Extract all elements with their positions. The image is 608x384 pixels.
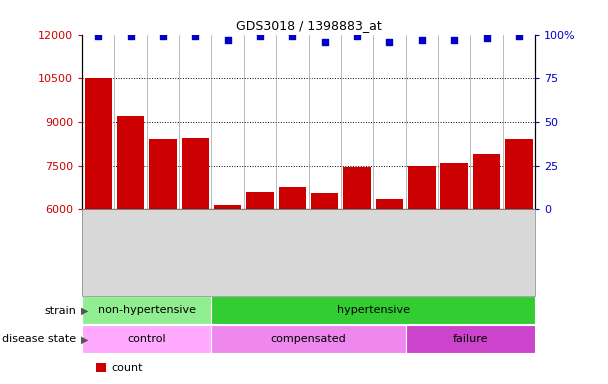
Bar xyxy=(505,139,533,209)
Bar xyxy=(149,139,177,209)
Point xyxy=(417,37,427,43)
Text: control: control xyxy=(128,334,166,344)
Bar xyxy=(117,116,144,209)
Bar xyxy=(376,199,403,209)
Bar xyxy=(214,205,241,209)
Text: hypertensive: hypertensive xyxy=(337,305,410,316)
Text: GSM178755: GSM178755 xyxy=(223,212,232,267)
Text: GSM180089: GSM180089 xyxy=(191,212,200,267)
Point xyxy=(158,33,168,40)
Bar xyxy=(406,325,535,353)
Bar xyxy=(473,154,500,209)
Bar xyxy=(82,296,212,324)
Text: GSM180082: GSM180082 xyxy=(126,212,135,267)
Text: failure: failure xyxy=(452,334,488,344)
Bar xyxy=(278,187,306,209)
Point xyxy=(482,35,491,41)
Text: strain: strain xyxy=(44,306,76,316)
Bar xyxy=(82,325,212,353)
Point xyxy=(514,33,523,40)
Text: GSM180079: GSM180079 xyxy=(94,212,103,267)
Point xyxy=(288,33,297,40)
Point xyxy=(190,33,200,40)
Point xyxy=(385,38,395,45)
Text: GSM180075: GSM180075 xyxy=(514,212,523,267)
Bar xyxy=(440,163,468,209)
Bar xyxy=(212,296,535,324)
Point xyxy=(223,37,232,43)
Text: GSM180057: GSM180057 xyxy=(255,212,264,267)
Bar xyxy=(85,78,112,209)
Point xyxy=(94,33,103,40)
Text: GSM180061: GSM180061 xyxy=(320,212,330,267)
Text: count: count xyxy=(111,363,143,373)
Bar xyxy=(246,192,274,209)
Bar xyxy=(344,167,371,209)
Point xyxy=(126,33,136,40)
Bar xyxy=(95,363,106,372)
Text: GSM180062: GSM180062 xyxy=(353,212,362,267)
Point xyxy=(449,37,459,43)
Bar xyxy=(408,166,435,209)
Title: GDS3018 / 1398883_at: GDS3018 / 1398883_at xyxy=(236,19,381,32)
Bar xyxy=(311,193,339,209)
Bar xyxy=(182,138,209,209)
Text: GSM180059: GSM180059 xyxy=(288,212,297,267)
Point xyxy=(255,33,265,40)
Text: GSM180073: GSM180073 xyxy=(482,212,491,267)
Text: compensated: compensated xyxy=(271,334,347,344)
Text: non-hypertensive: non-hypertensive xyxy=(98,305,196,316)
Text: disease state: disease state xyxy=(2,334,76,344)
Point xyxy=(320,38,330,45)
Bar xyxy=(212,325,406,353)
Text: ▶: ▶ xyxy=(81,306,88,316)
Point xyxy=(352,33,362,40)
Text: GSM180085: GSM180085 xyxy=(159,212,167,267)
Text: GSM180069: GSM180069 xyxy=(450,212,458,267)
Text: ▶: ▶ xyxy=(81,334,88,344)
Text: GSM180065: GSM180065 xyxy=(385,212,394,267)
Text: GSM180068: GSM180068 xyxy=(417,212,426,267)
